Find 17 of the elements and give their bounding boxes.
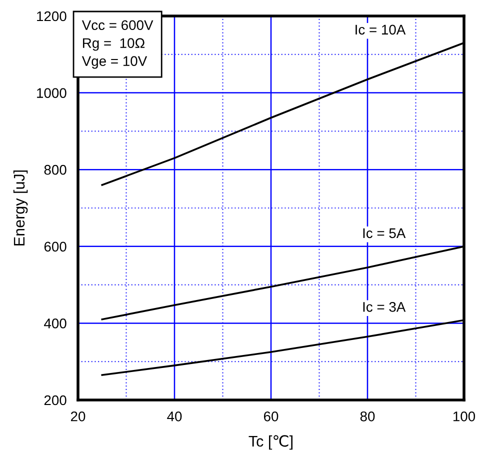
text: Ic = 10A <box>356 24 406 35</box>
y-axis-title: Energy [uJ] <box>13 170 28 246</box>
x-tick-label: 40 <box>167 411 182 422</box>
y-tick-label: 800 <box>44 164 66 175</box>
y-tick-label: 400 <box>44 318 66 328</box>
y-tick-label: 1000 <box>37 88 66 98</box>
x-tick-label: 100 <box>453 411 476 422</box>
x-tick-label: 20 <box>70 411 86 422</box>
y-tick-label: 600 <box>44 242 66 252</box>
annotation: Vcc = 600V Rg = 10Ω Vge = 10V <box>82 20 154 69</box>
series-label: Ic = 3A <box>363 302 406 312</box>
x-axis-title: Tc [℃] <box>248 435 292 450</box>
y-tick-label: 200 <box>44 395 66 406</box>
series-label: Ic = 5A <box>363 228 406 238</box>
x-tick-label: 60 <box>264 411 278 422</box>
y-tick-label: 1200 <box>37 11 66 22</box>
x-tick-label: 80 <box>360 411 375 422</box>
